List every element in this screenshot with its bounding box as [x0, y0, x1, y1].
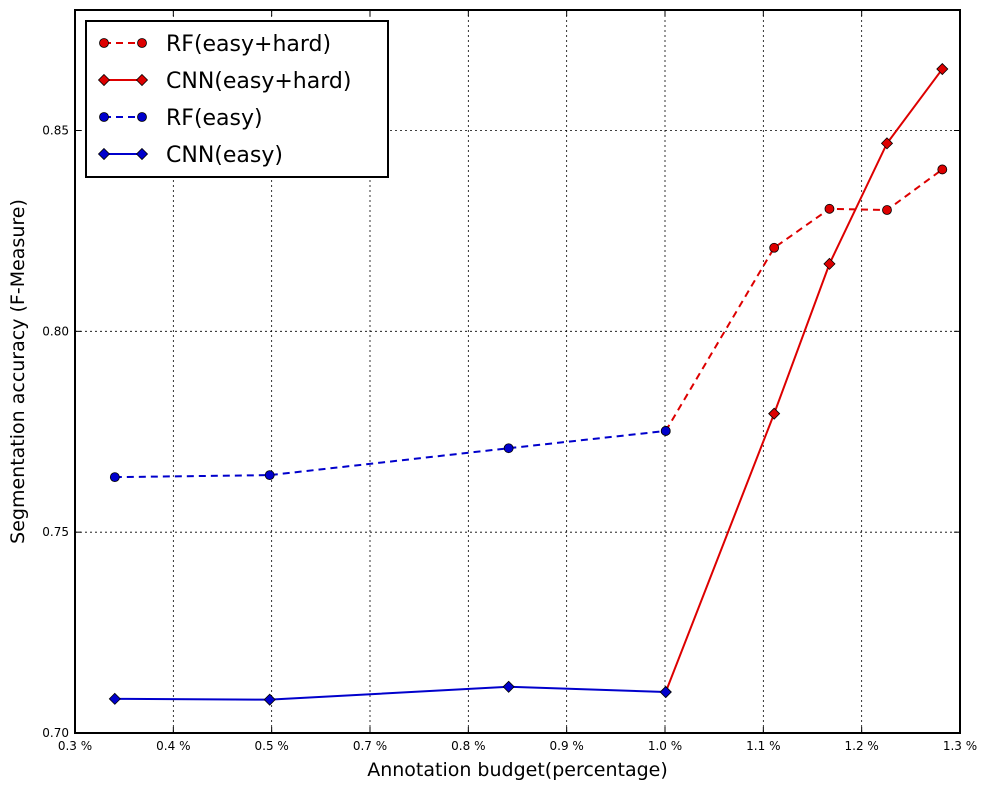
legend-label: RF(easy) — [166, 106, 263, 131]
legend-box — [85, 20, 389, 178]
series-path — [114, 429, 666, 479]
x-axis: 0.3 % 0.4 % 0.5 % 0.7 % 0.8 % 0.9 % 1.0 % 1.1 %… — [58, 10, 977, 753]
data-point — [660, 426, 671, 436]
y-tick-label: 0.85 — [42, 124, 69, 138]
legend-entry: RF(easy) — [99, 106, 263, 131]
legend-entry: RF(easy+hard) — [99, 32, 331, 57]
x-tick-label: 0.9 % — [550, 739, 584, 753]
legend-label: CNN(easy) — [166, 143, 283, 168]
data-point — [769, 242, 780, 253]
x-tick-label: 1.0 % — [648, 739, 682, 753]
data-point — [263, 693, 276, 706]
x-tick-label: 0.3 % — [58, 739, 92, 753]
legend-marker — [135, 73, 149, 87]
data-point — [659, 685, 672, 699]
data-point — [503, 443, 514, 454]
data-point — [264, 470, 275, 481]
data-point — [937, 164, 948, 175]
data-point — [108, 692, 121, 705]
legend-marker — [137, 38, 147, 48]
legend-label: RF(easy+hard) — [166, 32, 331, 57]
data-point — [109, 472, 120, 483]
y-axis: 0.70 0.75 0.80 0.85 — [42, 124, 960, 740]
data-point — [768, 407, 781, 420]
x-tick-label: 1.3 % — [943, 739, 977, 753]
legend-marker — [137, 112, 147, 122]
legend-entry: CNN(easy) — [97, 143, 283, 168]
data-point — [823, 257, 836, 270]
data-point — [502, 680, 515, 693]
y-tick-label: 0.80 — [42, 324, 69, 338]
x-axis-title: Annotation budget(percentage) — [367, 759, 668, 781]
legend-marker — [99, 112, 109, 122]
data-point — [936, 62, 949, 76]
x-tick-label: 0.5 % — [255, 739, 289, 753]
x-tick-label: 1.2 % — [845, 739, 879, 753]
series-layer — [108, 62, 949, 706]
legend: RF(easy+hard) CNN(easy+hard) RF(easy) CNN(e… — [85, 20, 389, 178]
legend-marker — [97, 147, 111, 161]
legend-entry: CNN(easy+hard) — [97, 69, 351, 94]
series-line — [114, 429, 666, 479]
series-path — [114, 685, 666, 701]
x-tick-label: 0.8 % — [451, 739, 485, 753]
series-markers — [108, 680, 672, 706]
y-axis-title: Segmentation accuracy (F-Measure) — [7, 199, 29, 544]
data-point — [880, 137, 894, 150]
y-tick-label: 0.70 — [42, 726, 69, 740]
legend-marker — [97, 73, 111, 87]
x-tick-label: 0.7 % — [353, 739, 387, 753]
legend-marker — [99, 38, 109, 48]
data-point — [824, 203, 835, 214]
data-point — [882, 205, 892, 215]
legend-marker — [135, 147, 149, 161]
series-markers — [109, 426, 671, 483]
series-line — [114, 685, 666, 701]
y-tick-label: 0.75 — [42, 525, 69, 539]
plot-frame — [74, 9, 961, 734]
x-tick-label: 1.1 % — [746, 739, 780, 753]
legend-label: CNN(easy+hard) — [166, 69, 351, 94]
x-tick-label: 0.4 % — [156, 739, 190, 753]
